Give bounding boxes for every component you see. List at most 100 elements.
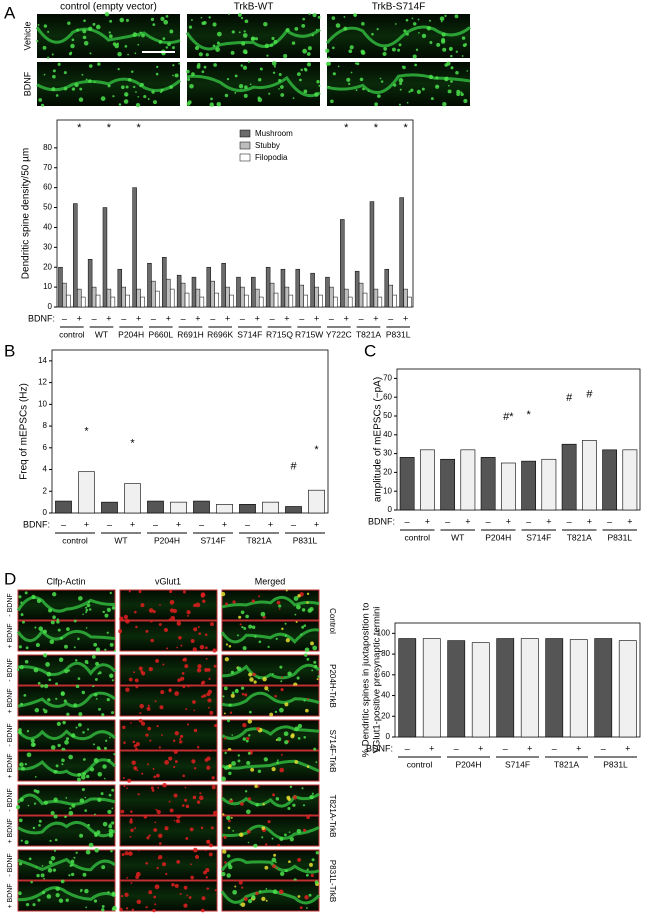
spine bbox=[83, 19, 86, 22]
dendrite bbox=[221, 725, 320, 740]
group-label: S714F bbox=[200, 535, 225, 545]
y-tick-label: 40 bbox=[383, 430, 392, 439]
bar bbox=[520, 638, 539, 738]
spine bbox=[228, 771, 232, 776]
y-tick-label: 0 bbox=[386, 732, 391, 741]
spine bbox=[169, 589, 173, 594]
bar bbox=[310, 272, 315, 308]
spine bbox=[55, 770, 58, 773]
bar bbox=[362, 292, 368, 308]
spine bbox=[280, 688, 284, 692]
spine bbox=[272, 864, 276, 869]
spine bbox=[165, 15, 169, 18]
x-tick-label: + bbox=[268, 519, 273, 529]
spine bbox=[271, 36, 275, 41]
bar bbox=[195, 288, 201, 308]
spine bbox=[68, 754, 73, 760]
dendrite bbox=[35, 26, 181, 45]
spine bbox=[155, 659, 160, 663]
x-tick-label: – bbox=[210, 313, 215, 323]
spine bbox=[248, 710, 252, 714]
spine bbox=[301, 787, 304, 790]
spine bbox=[158, 854, 163, 860]
spine bbox=[145, 906, 148, 909]
spine bbox=[418, 31, 420, 34]
bar bbox=[280, 268, 286, 308]
spine bbox=[208, 706, 210, 709]
row-label: + BDNF bbox=[7, 883, 14, 908]
spine bbox=[303, 828, 307, 832]
spine bbox=[150, 638, 154, 643]
column-header: TrkB-S714F bbox=[372, 2, 426, 13]
spine bbox=[41, 865, 44, 867]
spine bbox=[97, 771, 103, 777]
spine bbox=[63, 699, 67, 703]
spine bbox=[283, 731, 289, 737]
spine bbox=[55, 682, 58, 686]
spine bbox=[68, 874, 71, 877]
spine bbox=[168, 756, 173, 761]
bar bbox=[314, 286, 319, 308]
group-label: WT bbox=[95, 329, 108, 339]
spine bbox=[158, 746, 161, 749]
spine bbox=[194, 45, 200, 51]
bar bbox=[594, 638, 613, 738]
spine bbox=[214, 724, 218, 728]
bar bbox=[333, 296, 338, 308]
spine bbox=[43, 709, 48, 714]
spine bbox=[136, 899, 141, 905]
spine bbox=[416, 89, 421, 94]
spine bbox=[243, 93, 248, 98]
spine bbox=[302, 48, 308, 54]
spine bbox=[240, 610, 245, 615]
spine bbox=[94, 832, 97, 835]
spine bbox=[285, 638, 290, 643]
spine bbox=[107, 758, 111, 762]
spine bbox=[266, 54, 269, 57]
spine bbox=[95, 833, 98, 836]
spine bbox=[412, 22, 417, 26]
spine bbox=[226, 854, 231, 858]
spine bbox=[43, 24, 48, 28]
group-label: R691H bbox=[177, 329, 203, 339]
spine bbox=[107, 84, 111, 88]
spine bbox=[81, 775, 86, 780]
spine bbox=[449, 48, 452, 51]
dendrite bbox=[220, 889, 321, 905]
spine bbox=[52, 868, 57, 872]
spine bbox=[241, 686, 245, 690]
bar bbox=[62, 282, 67, 308]
spine bbox=[21, 620, 25, 624]
spine bbox=[215, 47, 220, 52]
spine bbox=[229, 798, 234, 803]
spine bbox=[271, 61, 277, 66]
spine bbox=[38, 824, 41, 827]
spine bbox=[257, 677, 260, 680]
spine bbox=[18, 818, 23, 823]
spine bbox=[152, 908, 156, 913]
x-tick-label: + bbox=[429, 743, 434, 753]
spine bbox=[168, 688, 172, 692]
spine bbox=[181, 804, 185, 807]
spine bbox=[159, 705, 164, 710]
spine bbox=[274, 694, 277, 698]
spine bbox=[64, 669, 69, 674]
bar bbox=[170, 501, 187, 514]
spine bbox=[103, 611, 106, 613]
spine bbox=[234, 74, 238, 78]
spine bbox=[183, 885, 188, 890]
spine bbox=[226, 78, 230, 81]
spine bbox=[164, 760, 170, 765]
spine bbox=[112, 905, 117, 911]
x-tick-label: – bbox=[567, 516, 572, 526]
spine bbox=[135, 103, 141, 108]
spine bbox=[291, 733, 295, 737]
spine bbox=[444, 63, 448, 67]
spine bbox=[224, 861, 227, 864]
spine bbox=[440, 39, 446, 44]
spine bbox=[42, 629, 48, 634]
spine bbox=[138, 718, 143, 723]
spine bbox=[317, 675, 320, 678]
spine bbox=[91, 654, 96, 659]
spine bbox=[287, 797, 291, 801]
